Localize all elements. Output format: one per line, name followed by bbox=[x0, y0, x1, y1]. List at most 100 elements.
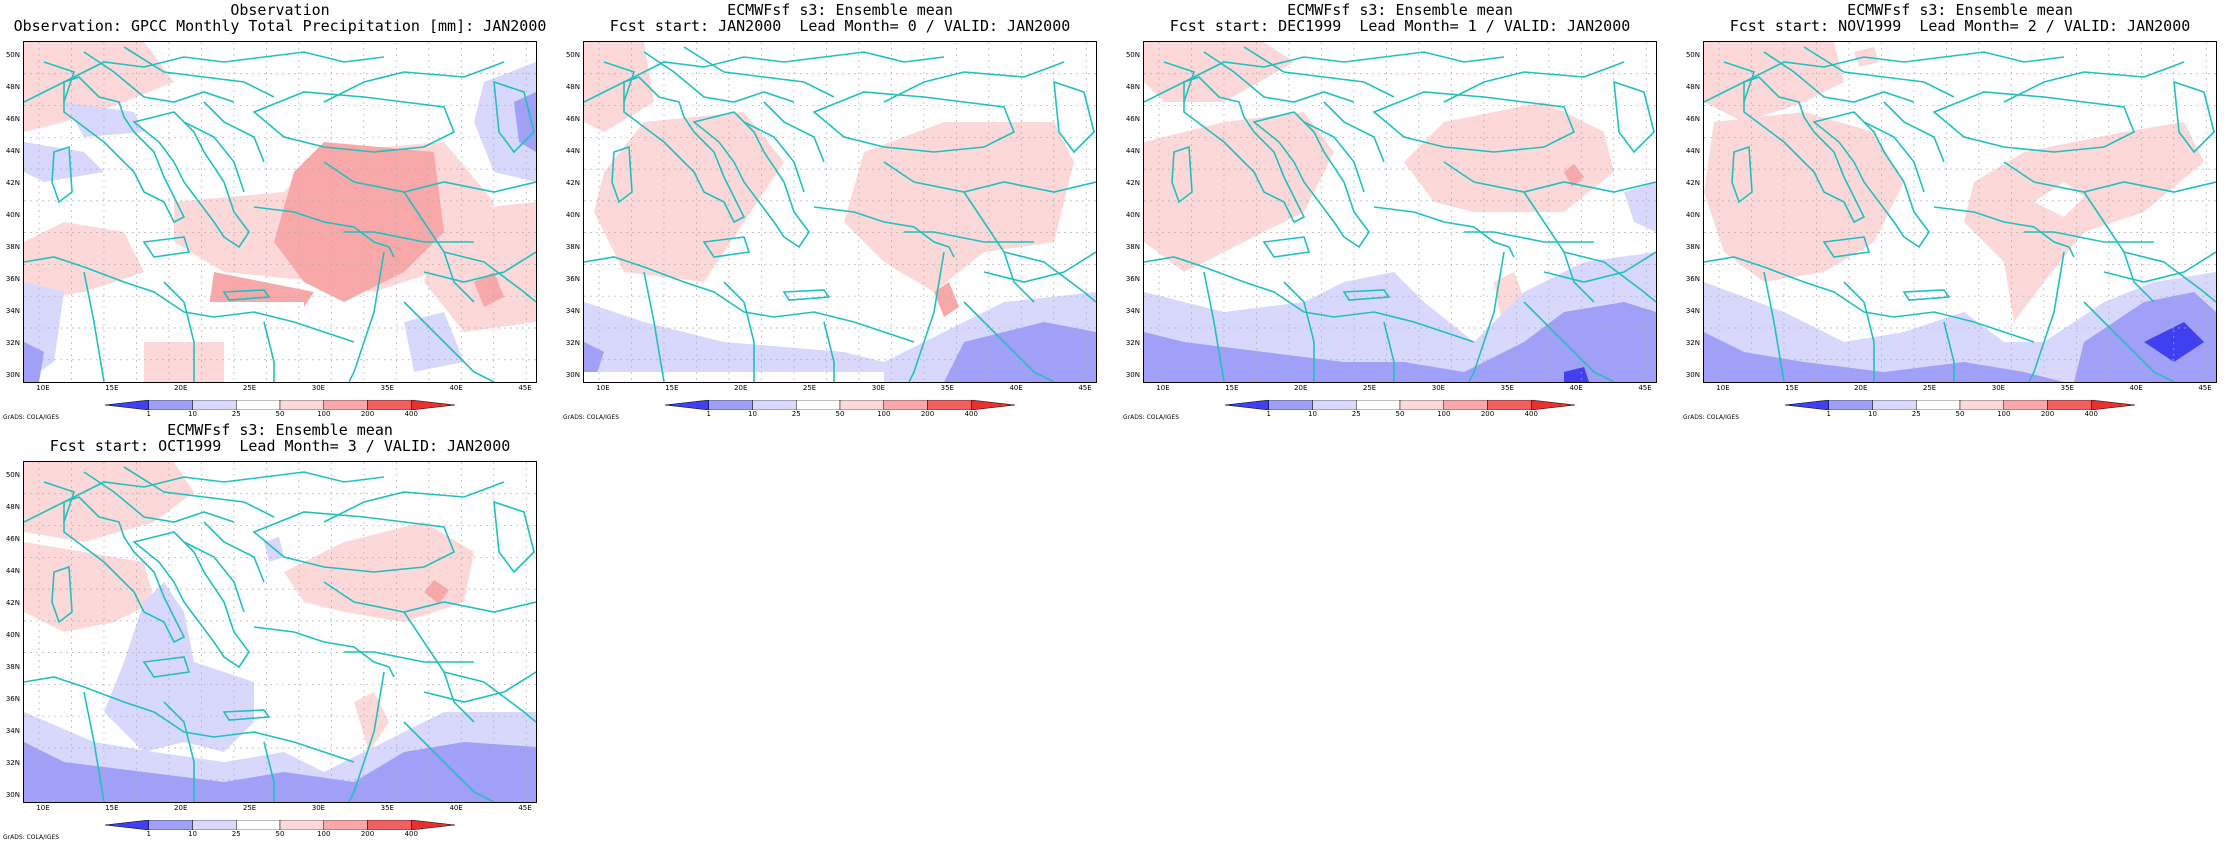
coastline bbox=[163, 281, 195, 382]
coastline bbox=[83, 471, 235, 523]
colorbar-swatch bbox=[236, 820, 281, 830]
precip-shade-region bbox=[844, 122, 1074, 292]
precip-shade-region bbox=[1964, 122, 2204, 322]
map-panel-3: ECMWFsf s3: Ensemble mean Fcst start: DEC… bbox=[1120, 0, 1680, 421]
longitude-label: 20E bbox=[174, 804, 188, 812]
coastline bbox=[24, 676, 355, 763]
coastline bbox=[823, 321, 835, 382]
longitude-label: 35E bbox=[940, 384, 954, 392]
coastline bbox=[253, 626, 395, 678]
colorbar-swatch bbox=[367, 820, 412, 830]
colorbar-swatch bbox=[927, 400, 972, 410]
colorbar-label: 400 bbox=[1524, 410, 1538, 418]
precip-shade-region bbox=[1704, 332, 2064, 382]
panel-subtitle: Fcst start: NOV1999 Lead Month= 2 / VALI… bbox=[1729, 17, 2191, 35]
precip-shade-region bbox=[64, 102, 144, 137]
coastline bbox=[24, 51, 385, 103]
colorbar-swatch bbox=[148, 400, 193, 410]
colorbar-label: 100 bbox=[317, 410, 331, 418]
grads-credit: GrADS: COLA/IGES bbox=[3, 414, 60, 421]
map-panel-4: ECMWFsf s3: Ensemble mean Fcst start: NOV… bbox=[1680, 0, 2240, 421]
longitude-label: 25E bbox=[242, 384, 257, 392]
longitude-label: 15E bbox=[1785, 384, 1799, 392]
precip-shade-region bbox=[1704, 42, 1844, 122]
coastline bbox=[1203, 51, 1355, 103]
map-svg bbox=[24, 462, 536, 802]
coastline bbox=[692, 111, 810, 249]
panel-subtitle: Observation: GPCC Monthly Total Precipit… bbox=[13, 17, 547, 35]
longitude-label: 40E bbox=[449, 804, 463, 812]
coastline bbox=[782, 289, 831, 301]
latitude-label: 42N bbox=[1125, 179, 1140, 187]
precip-shade-region bbox=[1144, 42, 1294, 102]
coastline bbox=[1731, 145, 1753, 204]
coastline bbox=[1543, 251, 1656, 283]
precip-shade-region bbox=[944, 322, 1096, 382]
coastline bbox=[83, 271, 105, 382]
longitude-label: 10E bbox=[36, 384, 50, 392]
coastline bbox=[904, 231, 1034, 243]
panel-subtitle: Fcst start: JAN2000 Lead Month= 0 / VALI… bbox=[609, 17, 1071, 35]
coastline bbox=[1323, 101, 1385, 163]
precip-shade-region bbox=[144, 342, 224, 382]
panel-title: ECMWFsf s3: Ensemble mean bbox=[167, 421, 393, 439]
latitude-label: 48N bbox=[5, 83, 20, 91]
longitude-label: 25E bbox=[802, 384, 817, 392]
coastline bbox=[1303, 121, 1365, 193]
coastline bbox=[1822, 236, 1871, 258]
coastline bbox=[403, 191, 475, 303]
coastline bbox=[1183, 76, 1306, 224]
latitude-label: 44N bbox=[5, 147, 20, 155]
colorbar-swatch bbox=[1531, 400, 1575, 410]
coastline bbox=[344, 651, 474, 663]
colorbar-label: 200 bbox=[360, 410, 375, 418]
latitude-label: 36N bbox=[5, 695, 20, 703]
colorbar-swatch bbox=[796, 400, 841, 410]
colorbar-label: 10 bbox=[188, 830, 197, 838]
precip-shade-region bbox=[24, 462, 194, 542]
coastline bbox=[1613, 80, 1655, 154]
latitude-label: 30N bbox=[1685, 371, 1700, 379]
latitude-label: 50N bbox=[565, 51, 580, 59]
latitude-label: 44N bbox=[5, 567, 20, 575]
longitude-label: 45E bbox=[2198, 384, 2212, 392]
latitude-label: 42N bbox=[565, 179, 580, 187]
coastline bbox=[252, 511, 456, 573]
colorbar-swatch bbox=[708, 400, 753, 410]
latitude-label: 40N bbox=[565, 211, 580, 219]
colorbar-label: 1 bbox=[146, 830, 151, 838]
latitude-label: 48N bbox=[565, 83, 580, 91]
map-svg bbox=[1704, 42, 2216, 382]
colorbar-swatch bbox=[971, 400, 1015, 410]
precip-shade-region bbox=[404, 312, 464, 372]
longitude-label: 25E bbox=[1922, 384, 1937, 392]
coastline bbox=[1843, 281, 1875, 382]
precip-shade-region bbox=[24, 42, 174, 132]
colorbar-swatch bbox=[279, 400, 324, 410]
coastline bbox=[584, 256, 915, 343]
colorbar-swatch bbox=[1399, 400, 1444, 410]
latitude-label: 32N bbox=[5, 339, 20, 347]
coastline bbox=[443, 251, 536, 303]
coastline bbox=[1523, 191, 1595, 303]
colorbar-swatch bbox=[839, 400, 884, 410]
colorbar bbox=[105, 400, 455, 410]
coastline bbox=[812, 91, 1016, 153]
coastline bbox=[348, 251, 385, 382]
coastline bbox=[323, 161, 536, 193]
precip-shade-region bbox=[204, 302, 304, 362]
coastline bbox=[813, 206, 955, 258]
coastline bbox=[142, 236, 191, 258]
precipitation-map bbox=[23, 461, 537, 803]
latitude-label: 50N bbox=[5, 51, 20, 59]
coastline bbox=[643, 51, 795, 103]
precip-shade-region bbox=[24, 742, 536, 802]
coastline bbox=[123, 46, 275, 98]
latitude-label: 34N bbox=[1685, 307, 1700, 315]
colorbar-swatch bbox=[192, 400, 237, 410]
coastline bbox=[723, 281, 755, 382]
precip-shade-region bbox=[1564, 367, 1589, 382]
coastline bbox=[323, 481, 505, 523]
coastline bbox=[163, 701, 195, 802]
precip-shade-region bbox=[1144, 112, 1334, 272]
